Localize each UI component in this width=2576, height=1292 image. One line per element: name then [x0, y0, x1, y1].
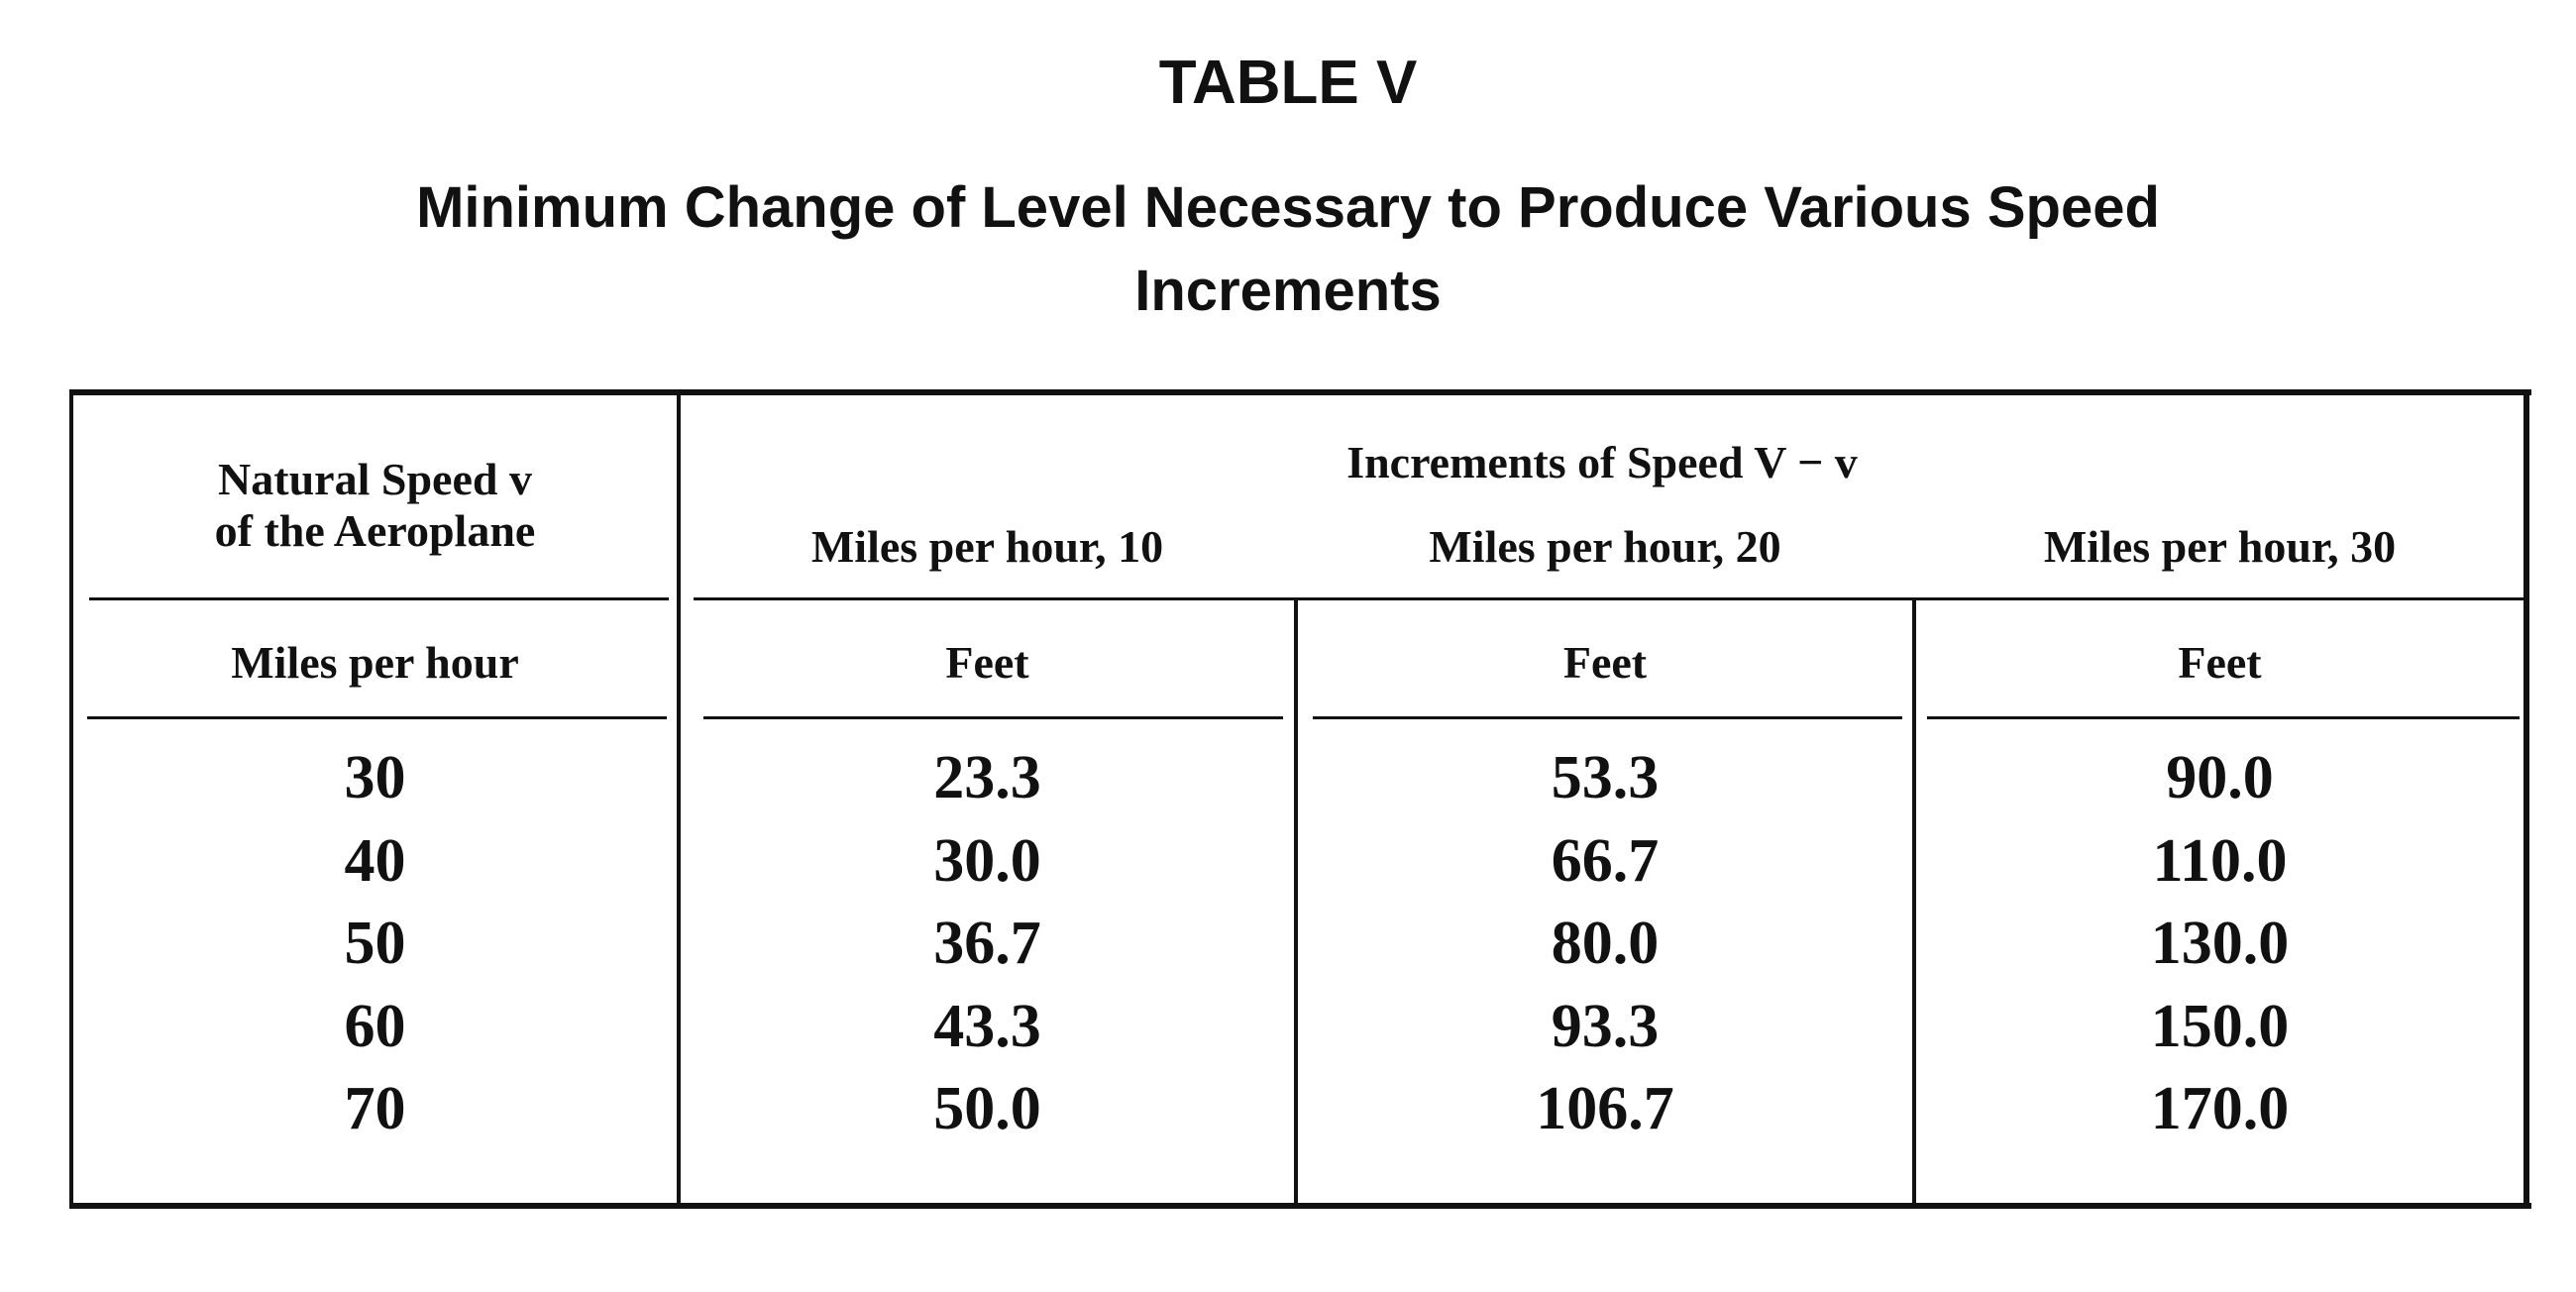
- table-cell: 150.0: [2150, 992, 2290, 1060]
- table-bottom-border: [69, 1203, 2531, 1209]
- unit-feet: Feet: [2178, 637, 2262, 688]
- unit-rule: [87, 716, 667, 719]
- table-caption: Minimum Change of Level Necessary to Pro…: [0, 166, 2576, 333]
- unit-feet: Feet: [1562, 637, 1648, 688]
- table-cell: 30: [344, 744, 406, 811]
- table-cell: 43.3: [933, 992, 1041, 1060]
- table-cell: 130.0: [2150, 910, 2290, 977]
- caption-line-2: Increments: [1134, 259, 1442, 323]
- table-title: TABLE V: [1158, 49, 1418, 117]
- table-cell: 50.0: [933, 1075, 1041, 1142]
- table-cell: 23.3: [933, 744, 1041, 811]
- table-cell: 93.3: [1551, 992, 1660, 1060]
- table-cell: 170.0: [2150, 1075, 2290, 1142]
- header-rule: [694, 597, 2529, 600]
- table-cell: 90.0: [2166, 744, 2274, 811]
- table-cell: 60: [344, 992, 406, 1060]
- unit-rule: [1927, 716, 2520, 719]
- col-header-30: Miles per hour, 30: [2043, 521, 2397, 572]
- col-header-10: Miles per hour, 10: [810, 521, 1164, 572]
- unit-rule: [1313, 716, 1902, 719]
- table-cell: 70: [344, 1075, 406, 1142]
- table-cell: 30.0: [933, 826, 1041, 895]
- header-line: Natural Speed v: [218, 454, 532, 504]
- table-top-border: [69, 389, 2531, 395]
- unit-rule: [703, 716, 1283, 719]
- unit-feet: Feet: [945, 637, 1029, 688]
- column-divider: [1294, 600, 1298, 1207]
- table-cell: 80.0: [1551, 910, 1660, 977]
- unit-mph: Miles per hour: [231, 637, 519, 688]
- col-header-natural-speed: Natural Speed v of the Aeroplane: [73, 454, 677, 557]
- table-cell: 36.7: [933, 910, 1041, 977]
- column-divider: [1912, 600, 1916, 1207]
- table-cell: 106.7: [1536, 1075, 1674, 1142]
- table-right-border: [2523, 392, 2529, 1207]
- header-rule: [89, 597, 669, 600]
- header-line: of the Aeroplane: [214, 505, 536, 556]
- table-cell: 53.3: [1551, 744, 1660, 811]
- col-header-20: Miles per hour, 20: [1429, 521, 1781, 572]
- group-header-increments: Increments of Speed V − v: [1346, 437, 1858, 487]
- column-divider: [677, 392, 681, 1207]
- table-cell: 40: [344, 826, 406, 895]
- caption-line-1: Minimum Change of Level Necessary to Pro…: [416, 175, 2160, 240]
- table-cell: 110.0: [2152, 826, 2288, 895]
- table-left-border: [69, 392, 73, 1207]
- table-cell: 50: [344, 910, 406, 977]
- table-cell: 66.7: [1551, 826, 1660, 895]
